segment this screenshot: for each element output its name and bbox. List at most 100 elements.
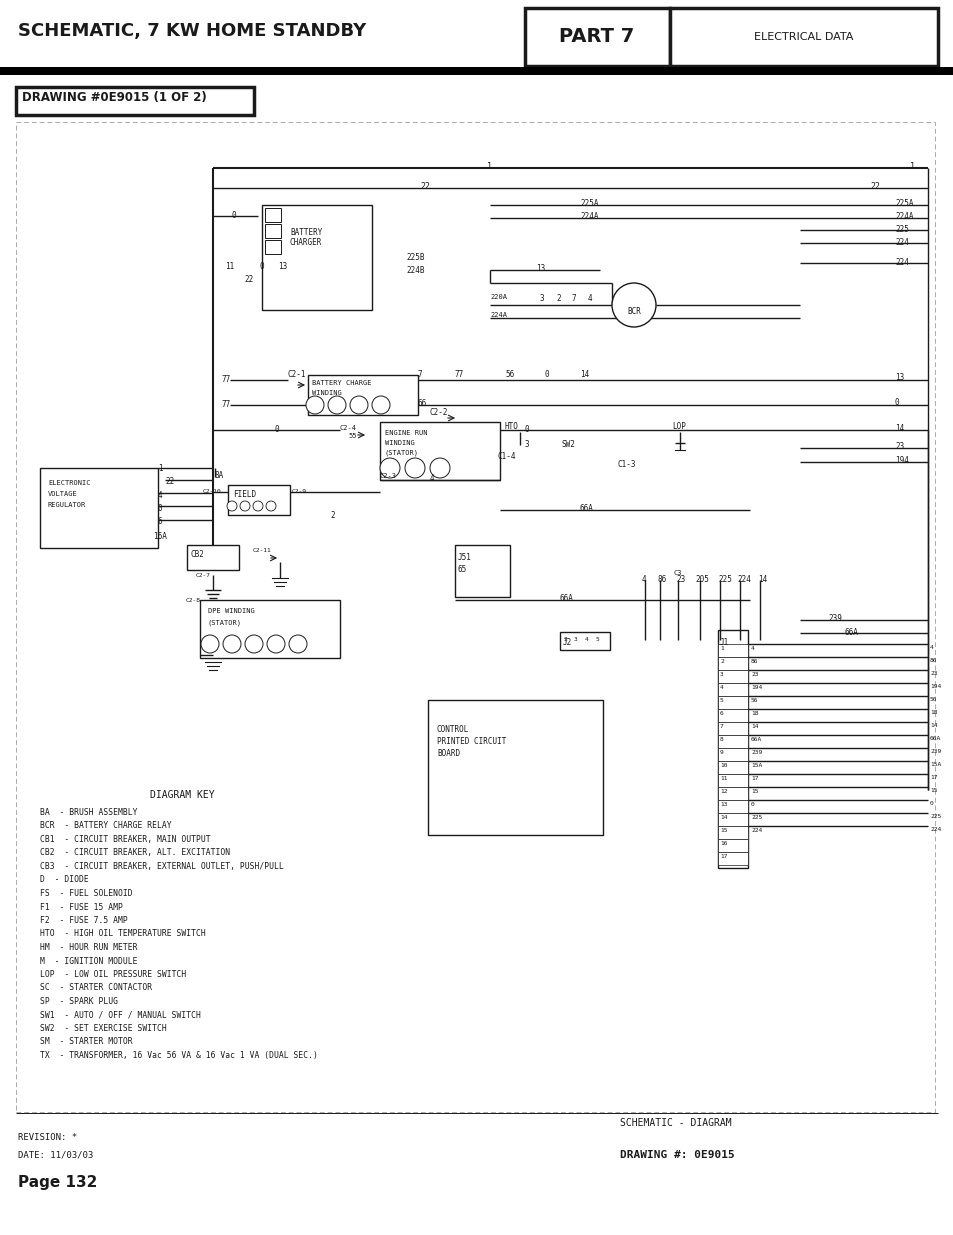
Text: 0: 0	[929, 802, 933, 806]
Text: 224: 224	[894, 258, 908, 267]
Text: CONTROL: CONTROL	[436, 725, 469, 734]
Text: 17: 17	[720, 853, 727, 860]
Text: BA  - BRUSH ASSEMBLY: BA - BRUSH ASSEMBLY	[40, 808, 137, 818]
Text: PRINTED CIRCUIT: PRINTED CIRCUIT	[436, 737, 506, 746]
Text: 224: 224	[894, 238, 908, 247]
Text: BATTERY: BATTERY	[290, 228, 322, 237]
Text: 4: 4	[430, 474, 435, 483]
Bar	[16, 86, 253, 115]
Text: SCHEMATIC - DIAGRAM: SCHEMATIC - DIAGRAM	[619, 1118, 731, 1128]
Text: J1: J1	[720, 638, 728, 647]
Bar	[718, 683, 747, 697]
Text: 23: 23	[676, 576, 684, 584]
Text: 2: 2	[330, 511, 335, 520]
Text: CB3  - CIRCUIT BREAKER, EXTERNAL OUTLET, PUSH/PULL: CB3 - CIRCUIT BREAKER, EXTERNAL OUTLET, …	[40, 862, 283, 871]
Circle shape	[379, 458, 399, 478]
Text: LOP: LOP	[671, 422, 685, 431]
Bar	[524, 7, 669, 65]
Text: C2-9: C2-9	[292, 489, 307, 494]
Text: 13: 13	[536, 264, 545, 273]
Bar	[718, 852, 747, 864]
Bar	[718, 826, 747, 839]
Text: BCR: BCR	[626, 306, 640, 315]
Circle shape	[266, 501, 275, 511]
Text: 225A: 225A	[579, 199, 598, 207]
Text: PART 7: PART 7	[558, 27, 634, 47]
Text: 22: 22	[869, 182, 879, 191]
Bar	[718, 774, 747, 787]
Text: 3: 3	[539, 294, 544, 303]
Text: 4: 4	[158, 492, 162, 500]
Text: 3: 3	[524, 440, 529, 450]
Text: 23: 23	[929, 671, 937, 676]
Bar	[718, 800, 747, 813]
Text: 66A: 66A	[579, 504, 594, 513]
Bar	[718, 709, 747, 722]
Text: 23: 23	[750, 672, 758, 677]
Text: 15: 15	[720, 827, 727, 832]
Text: 7: 7	[572, 294, 576, 303]
Text: 15A: 15A	[929, 762, 941, 767]
Text: 22: 22	[244, 275, 253, 284]
Text: 224: 224	[737, 576, 750, 584]
Text: 8A: 8A	[214, 471, 224, 480]
Text: 5: 5	[720, 698, 723, 703]
Bar	[718, 748, 747, 761]
Text: SW2: SW2	[561, 440, 576, 450]
Text: 66A: 66A	[559, 594, 574, 603]
Text: 14: 14	[750, 724, 758, 729]
Text: 4: 4	[720, 685, 723, 690]
Text: Page 132: Page 132	[18, 1174, 97, 1191]
Text: SP  - SPARK PLUG: SP - SPARK PLUG	[40, 997, 118, 1007]
Text: WINDING: WINDING	[385, 440, 415, 446]
Text: 22: 22	[419, 182, 430, 191]
Text: 15: 15	[750, 789, 758, 794]
Text: 10: 10	[720, 763, 727, 768]
Text: DRAWING #0E9015 (1 OF 2): DRAWING #0E9015 (1 OF 2)	[22, 91, 207, 104]
Circle shape	[253, 501, 263, 511]
Bar	[200, 600, 339, 658]
Text: SW2  - SET EXERCISE SWITCH: SW2 - SET EXERCISE SWITCH	[40, 1024, 167, 1032]
Circle shape	[430, 458, 450, 478]
Text: 66A: 66A	[844, 629, 858, 637]
Circle shape	[289, 635, 307, 653]
Text: 0: 0	[894, 398, 899, 408]
Text: CB1  - CIRCUIT BREAKER, MAIN OUTPUT: CB1 - CIRCUIT BREAKER, MAIN OUTPUT	[40, 835, 211, 844]
Bar	[455, 545, 510, 597]
Text: 86: 86	[750, 659, 758, 664]
Text: 56: 56	[504, 370, 514, 379]
Text: 5: 5	[596, 637, 599, 642]
Text: 225A: 225A	[894, 199, 913, 207]
Text: C2-7: C2-7	[195, 573, 211, 578]
Text: 239: 239	[827, 614, 841, 622]
Bar	[718, 787, 747, 800]
Text: TX  - TRANSFORMER, 16 Vac 56 VA & 16 Vac 1 VA (DUAL SEC.): TX - TRANSFORMER, 16 Vac 56 VA & 16 Vac …	[40, 1051, 317, 1060]
Bar	[718, 630, 747, 868]
Bar	[718, 722, 747, 735]
Text: 2: 2	[720, 659, 723, 664]
Text: SCHEMATIC, 7 KW HOME STANDBY: SCHEMATIC, 7 KW HOME STANDBY	[18, 22, 366, 40]
Bar	[0, 67, 953, 75]
Text: DRAWING #: 0E9015: DRAWING #: 0E9015	[619, 1150, 734, 1160]
Text: 4: 4	[750, 646, 754, 651]
Text: C2-8: C2-8	[186, 598, 201, 603]
Text: 14: 14	[929, 722, 937, 727]
Text: 13: 13	[720, 802, 727, 806]
Text: 11: 11	[225, 262, 234, 270]
Text: 0: 0	[260, 262, 264, 270]
Text: D  - DIODE: D - DIODE	[40, 876, 89, 884]
Circle shape	[405, 458, 424, 478]
Text: WINDING: WINDING	[312, 390, 341, 396]
Text: 18: 18	[750, 711, 758, 716]
Circle shape	[245, 635, 263, 653]
Text: 220A: 220A	[490, 294, 506, 300]
Text: 4: 4	[641, 576, 646, 584]
Text: BCR  - BATTERY CHARGE RELAY: BCR - BATTERY CHARGE RELAY	[40, 821, 172, 830]
Text: 3: 3	[720, 672, 723, 677]
Text: C2-10: C2-10	[203, 489, 221, 494]
Text: 56: 56	[929, 697, 937, 701]
Text: 66A: 66A	[929, 736, 941, 741]
Text: 7: 7	[417, 370, 422, 379]
Text: 225: 225	[750, 815, 761, 820]
Text: 225B: 225B	[406, 253, 424, 262]
